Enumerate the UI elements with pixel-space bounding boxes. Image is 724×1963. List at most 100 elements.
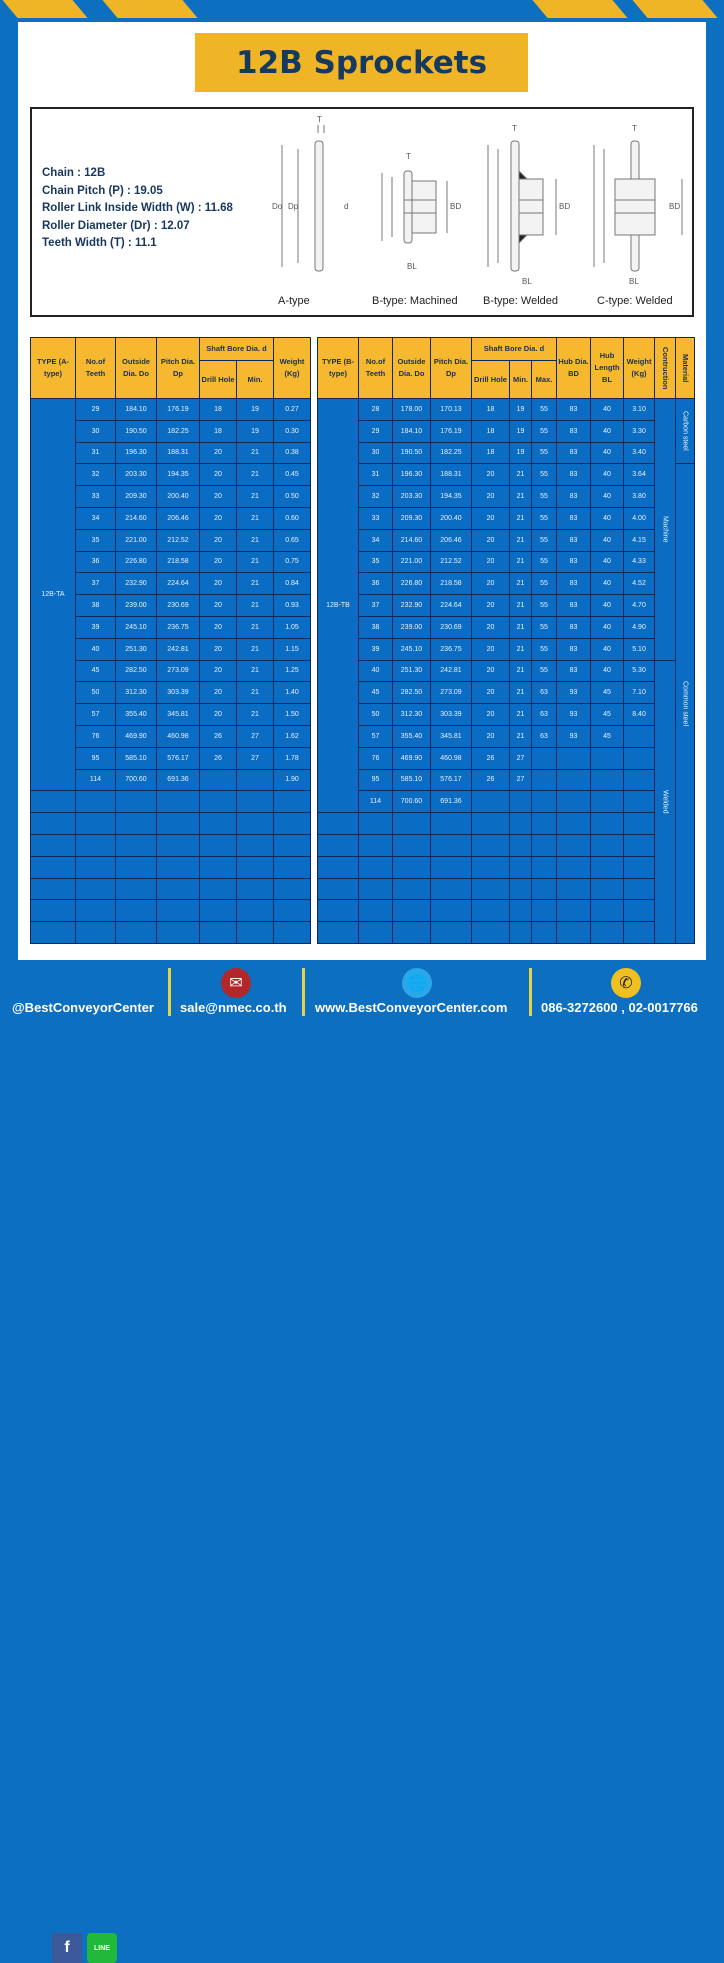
cell-min-bore: 21 xyxy=(509,528,532,552)
label-t: T xyxy=(512,124,517,133)
cell-min-bore xyxy=(236,768,274,792)
empty-cell xyxy=(556,833,592,857)
empty-cell xyxy=(623,921,656,944)
cell-teeth: 114 xyxy=(75,768,116,792)
empty-cell xyxy=(75,812,116,835)
cell-drill-hole: 20 xyxy=(471,572,510,596)
table-row: 33 209.30 200.40 20 21 55 83 40 4.00 xyxy=(318,506,695,530)
table-row: 32 203.30 194.35 20 21 0.45 xyxy=(31,463,311,487)
empty-cell xyxy=(75,877,116,901)
email-link[interactable]: sale@nmec.co.th xyxy=(180,1000,287,1015)
diagram-b-machined xyxy=(381,170,448,244)
cell-hub-length: 40 xyxy=(590,528,625,552)
cell-hub-length xyxy=(590,790,625,814)
cell-outside-dia: 190.50 xyxy=(392,441,431,465)
cell-min-bore: 21 xyxy=(236,485,274,508)
empty-cell xyxy=(556,877,592,901)
cell-outside-dia: 700.60 xyxy=(392,790,431,814)
cell-min-bore: 21 xyxy=(236,550,274,574)
table-row: 32 203.30 194.35 20 21 55 83 40 3.80 xyxy=(318,485,695,508)
cell-pitch-dia: 273.09 xyxy=(430,681,472,705)
table-row: 34 214.60 206.46 20 21 0.60 xyxy=(31,506,311,530)
header-type: TYPE (B-type) xyxy=(317,337,359,399)
cell-pitch-dia: 236.75 xyxy=(156,615,200,639)
empty-cell xyxy=(236,921,274,944)
empty-cell xyxy=(75,921,116,944)
empty-cell xyxy=(30,921,76,944)
cell-pitch-dia: 182.25 xyxy=(156,419,200,443)
cell-min-bore: 19 xyxy=(509,398,532,421)
cell-pitch-dia: 230.69 xyxy=(156,594,200,617)
cell-drill-hole: 20 xyxy=(471,485,510,508)
cell-weight: 7.10 xyxy=(623,681,656,705)
cell-min-bore: 19 xyxy=(509,441,532,465)
cell-max-bore: 63 xyxy=(530,703,558,726)
cell-weight: 3.10 xyxy=(623,398,656,421)
table-a-type: TYPE (A-type) No.of Teeth Outside Dia. D… xyxy=(30,337,311,944)
cell-pitch-dia: 218.58 xyxy=(156,550,200,574)
cell-outside-dia: 209.30 xyxy=(115,485,157,508)
cell-pitch-dia: 460.98 xyxy=(430,746,472,770)
cell-outside-dia: 221.00 xyxy=(392,550,431,574)
cell-teeth: 40 xyxy=(75,637,116,661)
website-link[interactable]: www.BestConveyorCenter.com xyxy=(315,1000,508,1015)
empty-cell xyxy=(430,877,472,901)
mail-icon: ✉ xyxy=(221,968,251,998)
cell-drill-hole: 20 xyxy=(471,724,510,748)
empty-cell xyxy=(509,899,532,923)
empty-cell xyxy=(530,833,558,857)
empty-cell xyxy=(392,877,431,901)
cell-weight: 1.90 xyxy=(273,768,311,792)
empty-cell xyxy=(392,899,431,923)
empty-cell xyxy=(509,921,532,944)
cell-outside-dia: 178.00 xyxy=(392,398,431,421)
cell-hub-dia: 83 xyxy=(556,506,592,530)
empty-cell xyxy=(115,855,157,879)
social-handle[interactable]: @BestConveyorCenter xyxy=(12,1000,154,1015)
cell-teeth: 50 xyxy=(75,681,116,705)
cell-hub-length: 40 xyxy=(590,463,625,487)
cell-min-bore xyxy=(509,790,532,814)
empty-cell xyxy=(530,812,558,835)
header-teeth: No.of Teeth xyxy=(75,337,116,399)
cell-drill-hole: 20 xyxy=(471,703,510,726)
cell-hub-dia: 83 xyxy=(556,441,592,465)
phone-numbers[interactable]: 086-3272600 , 02-0017766 xyxy=(541,1000,698,1015)
cell-pitch-dia: 188.31 xyxy=(156,441,200,465)
header-min: Min. xyxy=(509,360,532,399)
cell-min-bore: 27 xyxy=(509,746,532,770)
empty-cell xyxy=(317,855,359,879)
cell-outside-dia: 196.30 xyxy=(115,441,157,465)
decor-stripe xyxy=(102,0,198,18)
cell-drill-hole: 20 xyxy=(199,485,237,508)
cell-hub-dia: 83 xyxy=(556,615,592,639)
cell-weight: 0.45 xyxy=(273,463,311,487)
empty-cell xyxy=(358,921,393,944)
empty-cell xyxy=(509,855,532,879)
cell-weight: 8.40 xyxy=(623,703,656,726)
caption-c-welded: C-type: Welded xyxy=(597,295,673,307)
cell-max-bore: 55 xyxy=(530,615,558,639)
cell-outside-dia: 585.10 xyxy=(115,746,157,770)
cell-weight: 4.52 xyxy=(623,572,656,596)
cell-max-bore: 63 xyxy=(530,681,558,705)
cell-weight: 1.40 xyxy=(273,681,311,705)
empty-cell xyxy=(273,899,311,923)
chain-specs: Chain : 12B Chain Pitch (P) : 19.05 Roll… xyxy=(42,165,233,253)
diagram-a-type xyxy=(281,125,325,272)
empty-cell xyxy=(590,899,625,923)
table-row xyxy=(317,812,695,835)
caption-a-type: A-type xyxy=(278,295,310,307)
empty-cell xyxy=(509,812,532,835)
cell-min-bore: 21 xyxy=(236,463,274,487)
cell-pitch-dia: 303.39 xyxy=(156,681,200,705)
empty-cell xyxy=(317,833,359,857)
cell-outside-dia: 239.00 xyxy=(115,594,157,617)
cell-outside-dia: 190.50 xyxy=(115,419,157,443)
line-icon[interactable]: LINE xyxy=(87,1933,117,1963)
cell-min-bore: 21 xyxy=(236,528,274,552)
cell-hub-dia: 83 xyxy=(556,485,592,508)
cell-min-bore: 21 xyxy=(509,681,532,705)
cell-pitch-dia: 691.36 xyxy=(156,768,200,792)
facebook-icon[interactable]: f xyxy=(52,1933,82,1963)
